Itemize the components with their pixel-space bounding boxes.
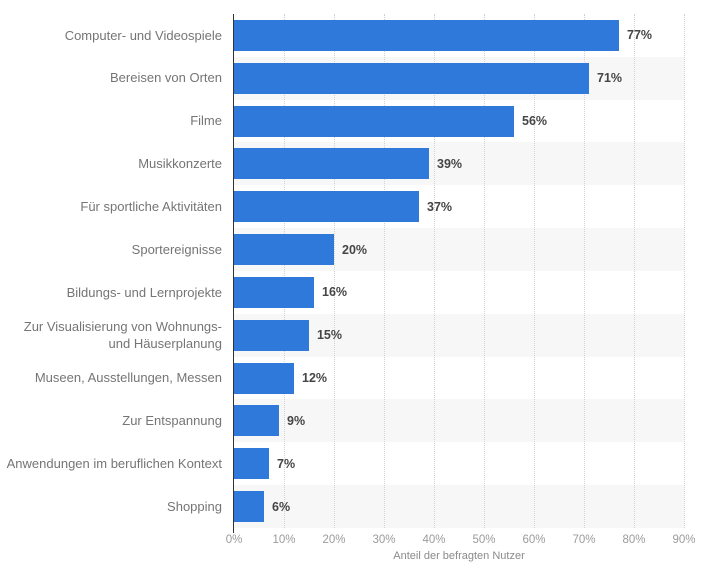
category-label-column: Computer- und Videospiele Bereisen von Or… xyxy=(0,14,222,528)
value-label: 77% xyxy=(627,28,653,43)
category-label: Bildungs- und Lernprojekte xyxy=(66,284,222,300)
category-label: Musikkonzerte xyxy=(138,156,222,172)
category-label: Shopping xyxy=(167,498,222,514)
bar-row: 37% xyxy=(234,185,684,228)
bar[interactable] xyxy=(234,19,619,51)
bar[interactable] xyxy=(234,276,314,308)
category-label: Anwendungen im beruflichen Kontext xyxy=(6,455,222,471)
bar[interactable] xyxy=(234,319,309,351)
bar[interactable] xyxy=(234,62,589,94)
gridline xyxy=(584,14,585,528)
value-label: 15% xyxy=(316,328,343,343)
value-label: 9% xyxy=(287,413,306,428)
bar[interactable] xyxy=(234,234,334,266)
gridline xyxy=(684,14,685,528)
category-label: Sportereignisse xyxy=(131,241,222,257)
gridline xyxy=(484,14,485,528)
gridline xyxy=(334,14,335,528)
bar-row: 20% xyxy=(234,228,684,271)
bar[interactable] xyxy=(234,405,279,437)
value-label: 7% xyxy=(277,456,296,471)
plot-area: 77% 71% 56% 39% 37% 20% 16% 15% 12% 9% 7% 6% xyxy=(233,14,685,533)
bar[interactable] xyxy=(234,491,264,523)
value-label: 6% xyxy=(272,499,291,514)
gridline xyxy=(634,14,635,528)
category-label: Bereisen von Orten xyxy=(109,70,222,86)
x-axis-tick-label: 30% xyxy=(372,534,396,546)
x-axis-tick-label: 40% xyxy=(422,534,446,546)
bar-row: 16% xyxy=(234,271,684,314)
bar-row: 7% xyxy=(234,442,684,485)
value-label: 16% xyxy=(322,285,348,300)
category-label: Filme xyxy=(190,113,222,129)
x-axis-tick-labels: 0% 10% 20% 30% 40% 50% 60% 70% 80% 90% xyxy=(226,534,696,548)
gridline xyxy=(284,14,285,528)
bar[interactable] xyxy=(234,105,514,137)
category-label: Zur Visualisierung von Wohnungs- und Häu… xyxy=(23,318,222,352)
gridline xyxy=(434,14,435,528)
bar-row: 56% xyxy=(234,100,684,143)
x-axis-tick-label: 50% xyxy=(472,534,496,546)
value-label: 39% xyxy=(437,156,463,171)
category-axis-line xyxy=(233,14,234,533)
bar-row: 77% xyxy=(234,14,684,57)
x-axis-tick-label: 20% xyxy=(322,534,346,546)
bar-row: 39% xyxy=(234,142,684,186)
x-axis-tick-label: 80% xyxy=(622,534,646,546)
bar[interactable] xyxy=(234,148,429,180)
x-axis-tick-label: 70% xyxy=(572,534,596,546)
bar-row: 6% xyxy=(234,485,684,528)
x-axis-tick-label: 60% xyxy=(522,534,546,546)
value-label: 56% xyxy=(522,114,548,129)
bar-row: 15% xyxy=(234,313,684,357)
value-label: 37% xyxy=(427,199,453,214)
bar-row: 9% xyxy=(234,399,684,443)
x-axis-tick-label: 90% xyxy=(672,534,696,546)
category-label: Museen, Ausstellungen, Messen xyxy=(34,370,222,386)
x-axis-tick-label: 0% xyxy=(225,534,243,546)
bar-row: 12% xyxy=(234,357,684,400)
x-axis-title: Anteil der befragten Nutzer xyxy=(393,550,525,562)
x-axis-tick-label: 10% xyxy=(272,534,296,546)
value-label: 20% xyxy=(342,242,368,257)
value-label: 12% xyxy=(302,371,328,386)
gridline xyxy=(383,14,385,528)
bar[interactable] xyxy=(234,448,269,480)
value-label: 71% xyxy=(597,71,623,86)
category-label: Computer- und Videospiele xyxy=(64,27,222,43)
bar[interactable] xyxy=(234,362,294,394)
bar-row: 71% xyxy=(234,56,684,100)
bar-rows: 77% 71% 56% 39% 37% 20% 16% 15% 12% 9% 7% 6% xyxy=(234,14,684,528)
bar[interactable] xyxy=(234,191,419,223)
gridline xyxy=(533,14,535,528)
category-label: Zur Entspannung xyxy=(122,413,222,429)
category-label: Für sportliche Aktivitäten xyxy=(80,198,222,214)
